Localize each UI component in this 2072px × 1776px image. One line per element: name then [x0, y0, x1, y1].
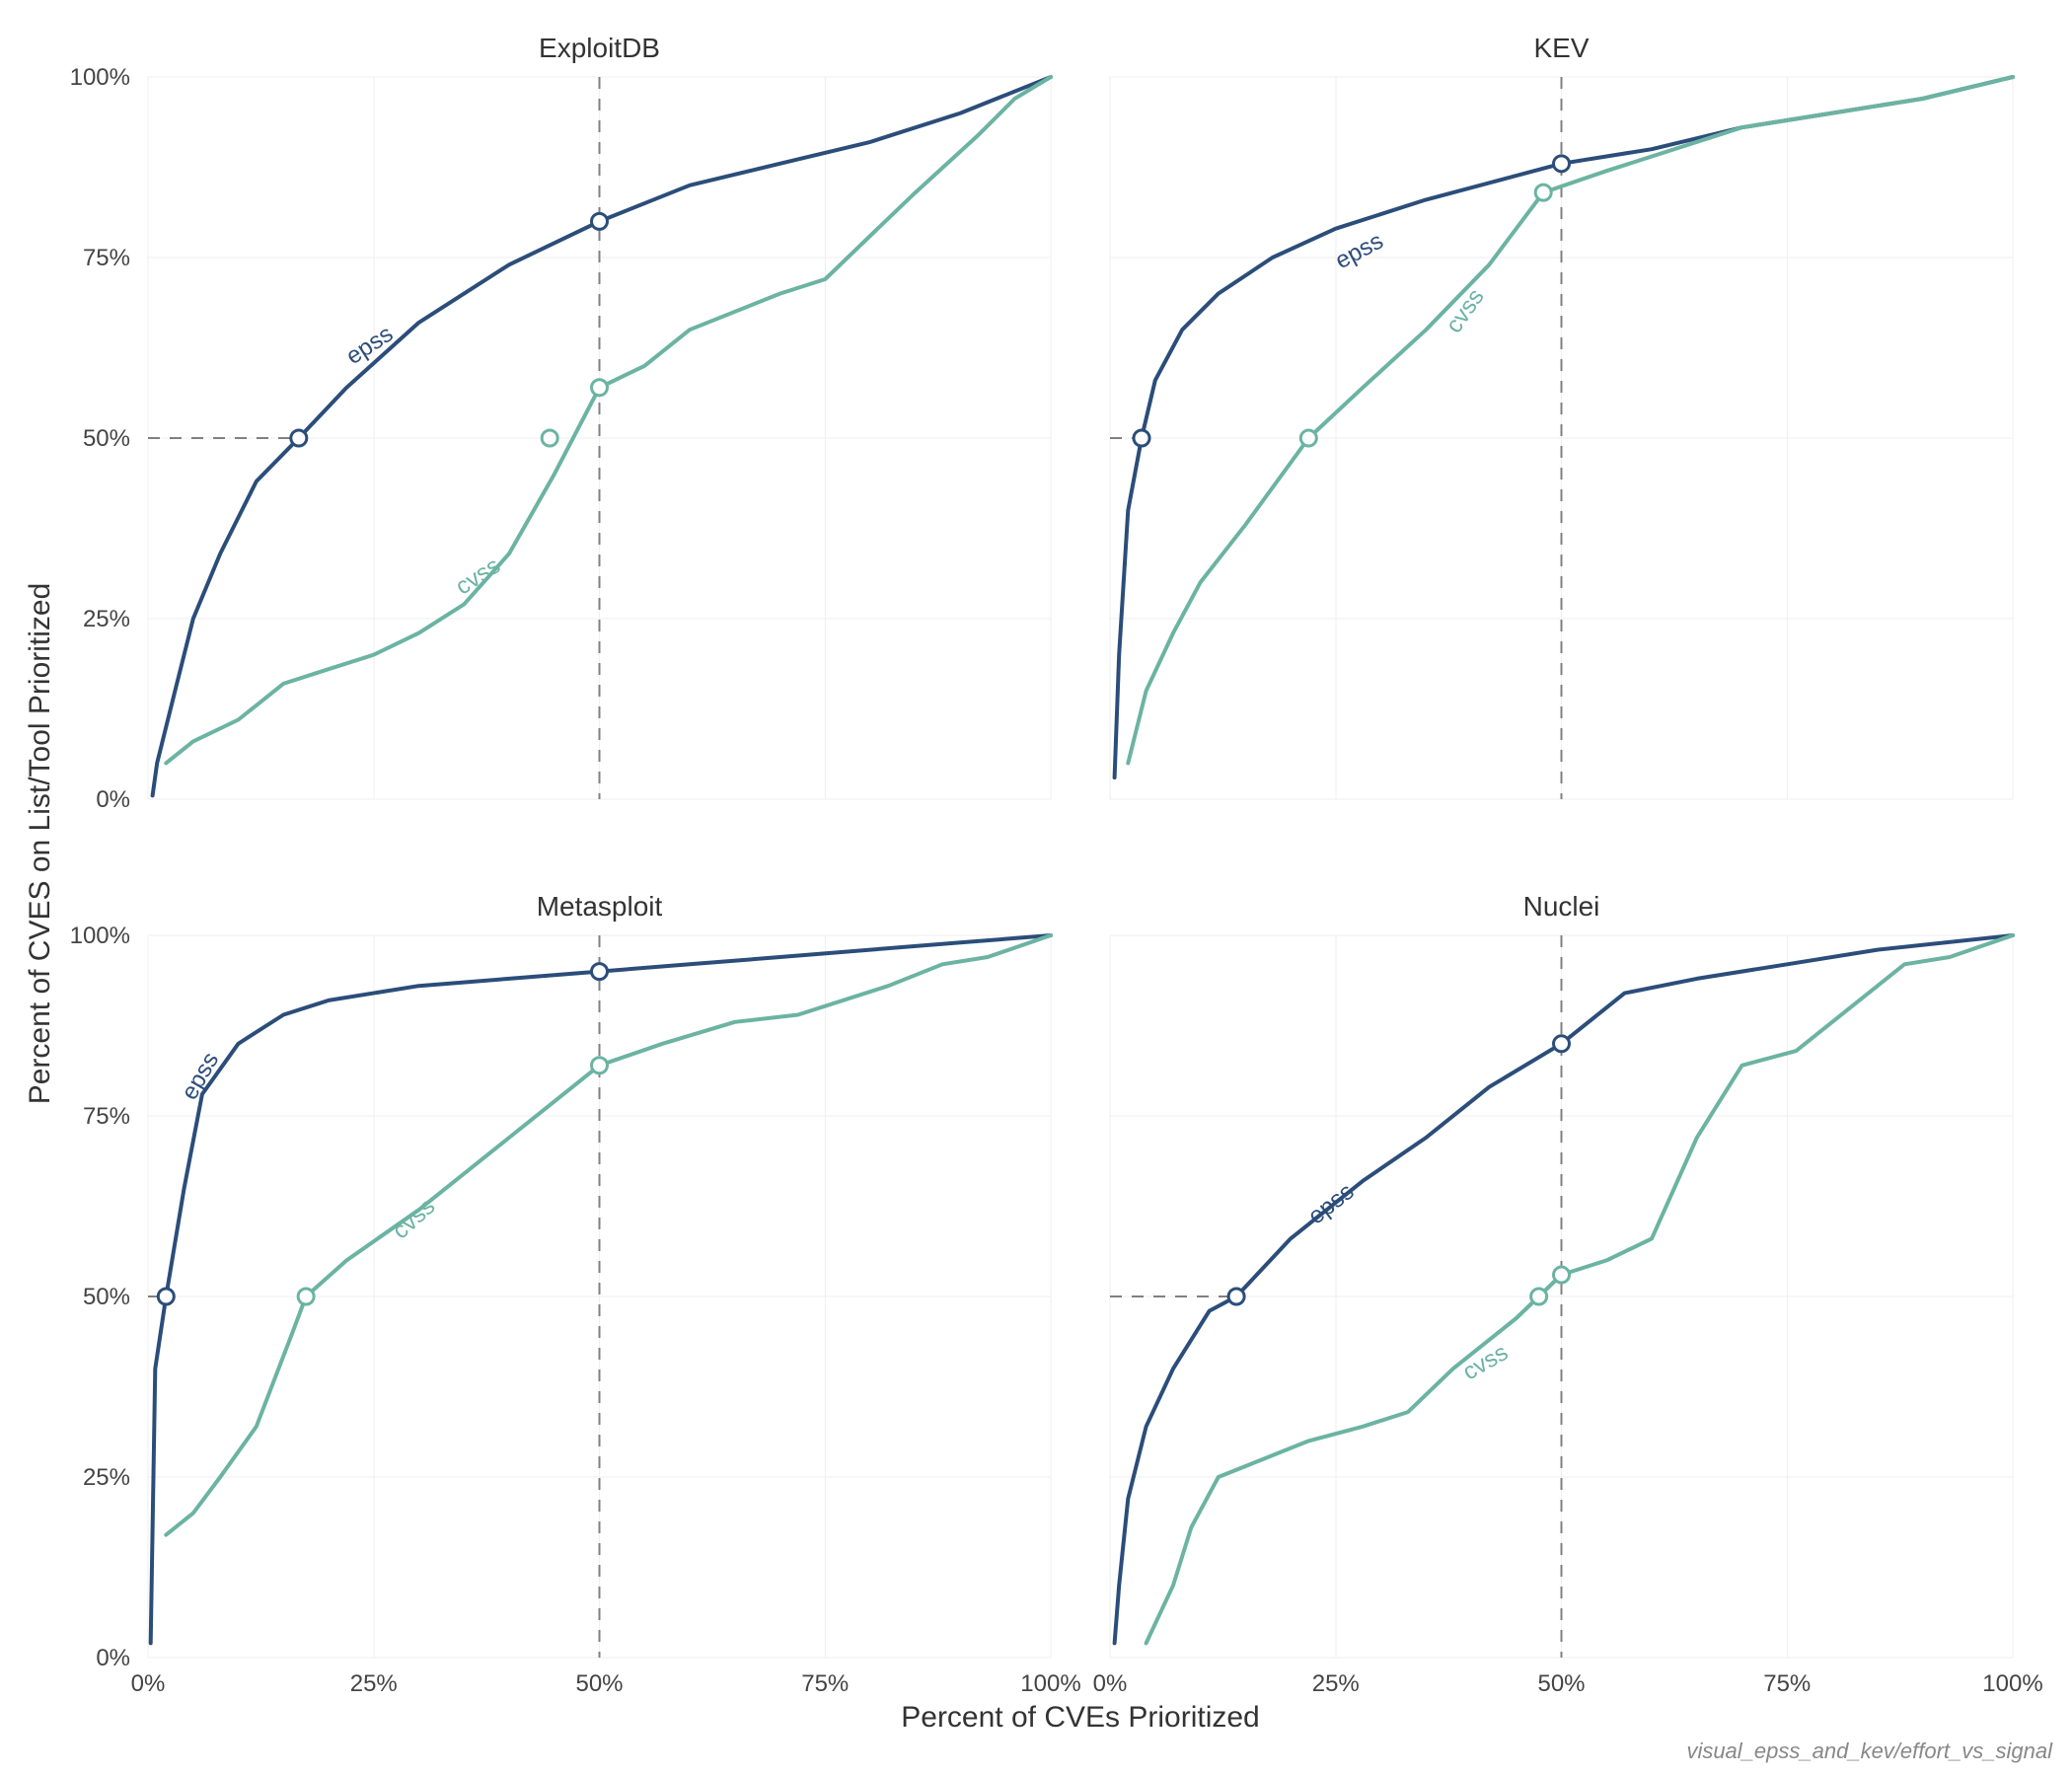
y-axis-label: Percent of CVES on List/Tool Prioritized: [24, 583, 56, 1105]
marker-cvss: [542, 430, 557, 446]
x-tick-label: 100%: [1982, 1670, 2042, 1697]
y-tick-label: 100%: [70, 923, 130, 949]
x-tick-label: 0%: [131, 1670, 166, 1697]
marker-epss: [1134, 430, 1149, 446]
panel-title: Nuclei: [1523, 891, 1600, 922]
x-tick-label: 75%: [1763, 1670, 1811, 1697]
marker-epss: [592, 964, 608, 980]
marker-epss: [1554, 1036, 1570, 1052]
x-tick-label: 25%: [350, 1670, 398, 1697]
marker-cvss: [592, 1058, 608, 1073]
y-tick-label: 50%: [83, 425, 130, 452]
marker-epss: [1554, 156, 1570, 172]
marker-epss: [291, 430, 307, 446]
marker-cvss: [1535, 185, 1551, 200]
x-tick-label: 50%: [575, 1670, 623, 1697]
effort-vs-signal-chart: 0%25%50%75%100%epsscvssExploitDBepsscvss…: [0, 0, 2072, 1776]
panel-title: KEV: [1533, 33, 1589, 63]
x-tick-label: 0%: [1093, 1670, 1128, 1697]
y-tick-label: 75%: [83, 245, 130, 271]
y-tick-label: 25%: [83, 1464, 130, 1491]
marker-cvss: [1531, 1289, 1547, 1304]
marker-cvss: [1554, 1267, 1570, 1283]
chart-caption: visual_epss_and_kev/effort_vs_signal: [1686, 1739, 2053, 1763]
marker-epss: [1228, 1289, 1244, 1304]
x-axis-label: Percent of CVEs Prioritized: [901, 1701, 1259, 1734]
y-tick-label: 75%: [83, 1103, 130, 1130]
x-tick-label: 50%: [1537, 1670, 1585, 1697]
x-tick-label: 25%: [1312, 1670, 1360, 1697]
marker-cvss: [298, 1289, 314, 1304]
y-tick-label: 0%: [96, 786, 130, 813]
y-tick-label: 100%: [70, 64, 130, 91]
y-tick-label: 0%: [96, 1645, 130, 1671]
y-tick-label: 50%: [83, 1284, 130, 1310]
x-tick-label: 100%: [1020, 1670, 1080, 1697]
marker-cvss: [592, 380, 608, 396]
panel-title: ExploitDB: [539, 33, 660, 63]
x-tick-label: 75%: [801, 1670, 849, 1697]
marker-epss: [592, 213, 608, 229]
y-tick-label: 25%: [83, 606, 130, 632]
panel-title: Metasploit: [537, 891, 663, 922]
marker-cvss: [1300, 430, 1316, 446]
marker-epss: [158, 1289, 174, 1304]
